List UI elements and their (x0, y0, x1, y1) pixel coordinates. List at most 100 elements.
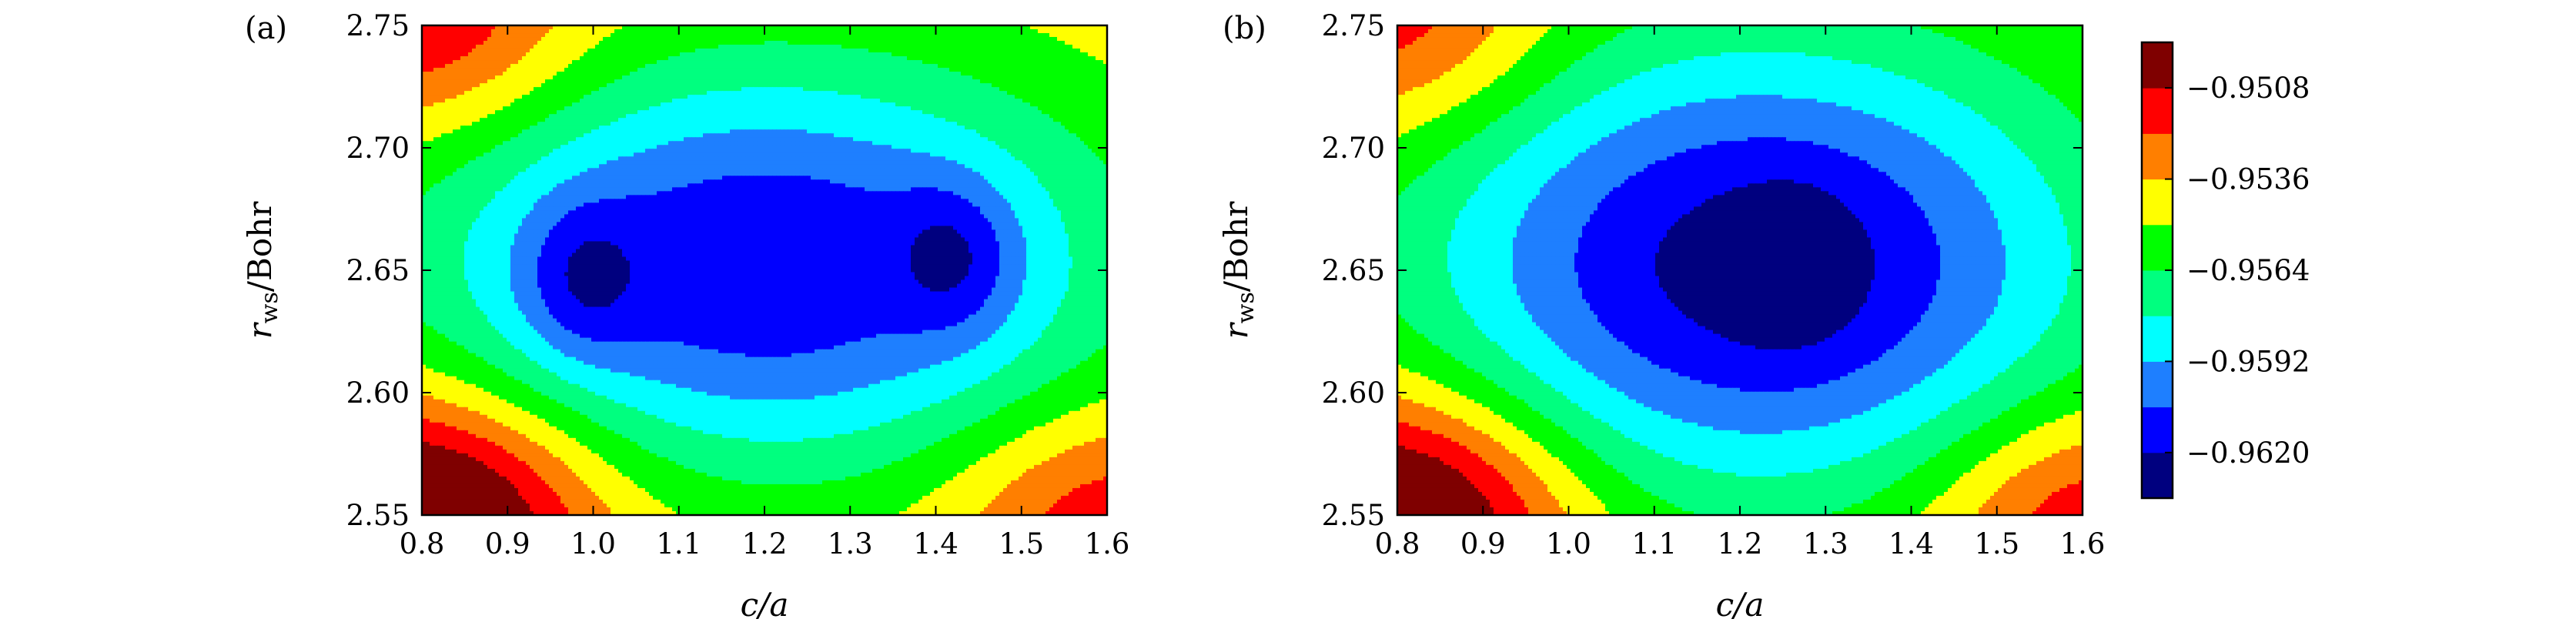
contour-cell (841, 56, 846, 61)
contour-cell (1011, 52, 1015, 57)
contour-cell (903, 49, 908, 53)
contour-cell (518, 37, 523, 42)
contour-cell (653, 52, 657, 57)
contour-cell (949, 60, 954, 65)
contour-cell (918, 52, 923, 57)
contour-cell (911, 45, 915, 49)
contour-cell (503, 64, 507, 69)
contour-cell (691, 52, 696, 57)
contour-cell (749, 45, 754, 49)
contour-cell (468, 37, 473, 42)
contour-cell (726, 64, 731, 69)
contour-cell (530, 56, 534, 61)
contour-cell (888, 60, 892, 65)
contour-cell (799, 29, 804, 34)
contour-cell (687, 45, 692, 49)
contour-cell (676, 64, 681, 69)
contour-cell (865, 49, 869, 53)
contour-cell (730, 45, 734, 49)
contour-cell (537, 37, 542, 42)
contour-cell (865, 60, 869, 65)
contour-cell (695, 56, 700, 61)
contour-cell (595, 45, 600, 49)
contour-cell (1042, 29, 1046, 34)
contour-cell (645, 49, 650, 53)
contour-cell (945, 52, 950, 57)
contour-cell (684, 33, 688, 38)
contour-cell (1096, 33, 1100, 38)
contour-cell (1015, 60, 1019, 65)
contour-cell (753, 52, 758, 57)
contour-cell (657, 60, 661, 65)
contour-cell (745, 56, 750, 61)
contour-cell (880, 33, 885, 38)
contour-cell (918, 33, 923, 38)
contour-cell (788, 60, 792, 65)
contour-cell (1045, 56, 1050, 61)
contour-cell (449, 52, 453, 57)
contour-cell (899, 60, 904, 65)
contour-cell (899, 29, 904, 34)
contour-cell (768, 56, 773, 61)
contour-cell (849, 49, 854, 53)
contour-cell (464, 45, 469, 49)
contour-cell (1038, 33, 1042, 38)
contour-cell (684, 41, 688, 45)
contour-cell (915, 52, 919, 57)
contour-cell (599, 37, 604, 42)
contour-cell (661, 45, 665, 49)
contour-cell (972, 37, 977, 42)
contour-cell (957, 37, 962, 42)
contour-cell (576, 64, 580, 69)
contour-cell (1084, 41, 1089, 45)
contour-cell (668, 52, 673, 57)
contour-cell (1011, 29, 1015, 34)
contour-cell (1034, 60, 1039, 65)
contour-cell (464, 64, 469, 69)
contour-cell (892, 29, 896, 34)
contour-cell (591, 45, 596, 49)
contour-cell (868, 45, 873, 49)
contour-cell (926, 33, 931, 38)
contour-cell (741, 60, 746, 65)
contour-cell (1049, 60, 1054, 65)
contour-cell (849, 60, 854, 65)
contour-cell (907, 56, 912, 61)
contour-cell (1015, 29, 1019, 34)
contour-cell (526, 60, 530, 65)
contour-cell (714, 29, 719, 34)
contour-cell (911, 49, 915, 53)
contour-cell (1053, 45, 1058, 49)
contour-cell (799, 60, 804, 65)
contour-cell (634, 56, 638, 61)
contour-cell (811, 56, 815, 61)
contour-cell (691, 60, 696, 65)
contour-cell (1007, 33, 1012, 38)
contour-cell (522, 60, 527, 65)
contour-cell (1092, 33, 1096, 38)
contour-cell (649, 29, 654, 34)
contour-cell (622, 37, 627, 42)
contour-cell (738, 64, 742, 69)
contour-cell (788, 52, 792, 57)
contour-cell (899, 56, 904, 61)
contour-cell (714, 49, 719, 53)
contour-cell (580, 49, 584, 53)
contour-cell (499, 33, 503, 38)
contour-cell (1061, 29, 1066, 34)
contour-cell (876, 41, 881, 45)
contour-cell (1030, 33, 1035, 38)
contour-cell (541, 60, 546, 65)
contour-cell (876, 56, 881, 61)
contour-cell (549, 41, 554, 45)
contour-cell (807, 29, 811, 34)
contour-cell (476, 49, 480, 53)
contour-cell (641, 64, 646, 69)
contour-cell (684, 49, 688, 53)
contour-cell (995, 45, 1000, 49)
contour-cell (637, 64, 642, 69)
contour-cell (749, 56, 754, 61)
contour-cell (780, 56, 785, 61)
contour-cell (753, 29, 758, 34)
contour-cell (510, 37, 515, 42)
